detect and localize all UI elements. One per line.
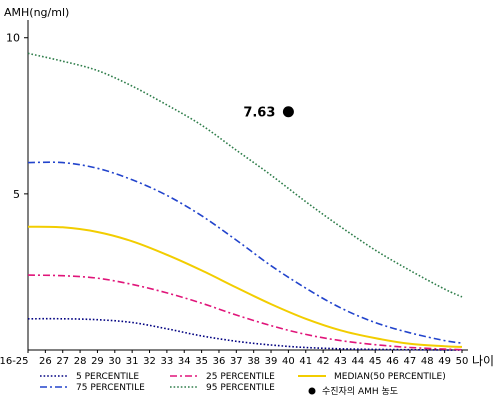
x-tick-label: 50: [456, 356, 469, 367]
x-tick-label: 16-25: [0, 356, 29, 367]
y-tick-label: 5: [13, 188, 20, 201]
legend-label-patient-point: 수진자의 AMH 농도: [322, 386, 398, 397]
x-tick-label: 33: [161, 356, 174, 367]
x-tick-label: 28: [74, 356, 87, 367]
legend-label-median-50-percentile: MEDIAN(50 PERCENTILE): [334, 372, 446, 382]
x-tick-label: 40: [282, 356, 295, 367]
legend-label-75-percentile: 75 PERCENTILE: [76, 383, 145, 393]
legend: 5 PERCENTILE 25 PERCENTILE MEDIAN(50 PERCE…: [40, 372, 446, 397]
x-tick-label: 27: [56, 356, 69, 367]
x-ticks: 16-25 26 27 28 29 30 31 32 33 34 35 36 37 38 39 40 41 42 4…: [0, 350, 468, 367]
y-ticks: 10 5: [6, 32, 28, 201]
x-tick-label: 45: [369, 356, 382, 367]
x-tick-label: 34: [178, 356, 191, 367]
patient-point: 7.63: [243, 106, 294, 121]
x-tick-label: 49: [438, 356, 451, 367]
x-tick-label: 30: [108, 356, 121, 367]
patient-amh-value-label: 7.63: [243, 106, 275, 121]
x-tick-label: 26: [39, 356, 52, 367]
legend-label-5-percentile: 5 PERCENTILE: [76, 372, 139, 382]
x-tick-label: 31: [126, 356, 139, 367]
patient-amh-point: [282, 106, 294, 118]
x-tick-label: 39: [265, 356, 278, 367]
legend-label-25-percentile: 25 PERCENTILE: [206, 372, 275, 382]
x-tick-label: 46: [386, 356, 399, 367]
x-tick-label: 38: [247, 356, 260, 367]
series-line-median-50-percentile: [27, 225, 463, 348]
series-line-95-percentile: [27, 52, 463, 298]
x-axis-label: 나이: [472, 354, 494, 368]
x-tick-label: 36: [213, 356, 226, 367]
y-axis-label: AMH(ng/ml): [4, 6, 69, 19]
x-tick-label: 44: [351, 356, 364, 367]
y-tick-label: 10: [6, 32, 20, 45]
legend-swatch-patient-point: [308, 387, 316, 395]
series-line-5-percentile: [27, 317, 463, 351]
series-line-25-percentile: [27, 274, 463, 351]
series-lines: [27, 52, 463, 351]
x-tick-label: 47: [404, 356, 417, 367]
x-tick-label: 43: [334, 356, 347, 367]
x-tick-label: 42: [317, 356, 330, 367]
x-tick-label: 37: [230, 356, 243, 367]
x-tick-label: 35: [195, 356, 208, 367]
legend-label-95-percentile: 95 PERCENTILE: [206, 383, 275, 393]
series-line-75-percentile: [27, 161, 463, 344]
x-tick-label: 32: [143, 356, 156, 367]
x-tick-label: 48: [421, 356, 434, 367]
x-tick-label: 41: [299, 356, 312, 367]
x-tick-label: 29: [91, 356, 104, 367]
